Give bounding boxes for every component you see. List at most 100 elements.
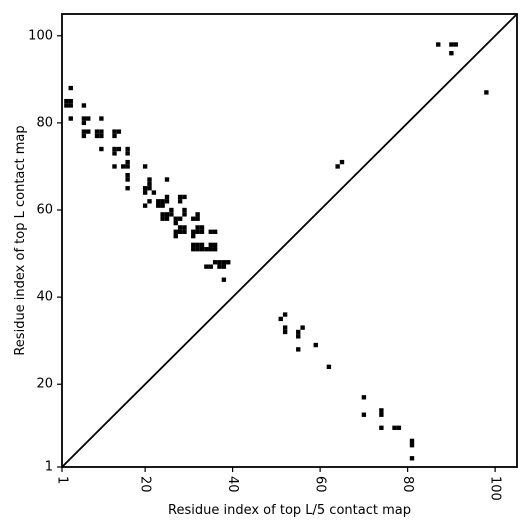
contact-point-top-l bbox=[156, 203, 161, 208]
x-tick-label: 20 bbox=[138, 476, 153, 493]
contact-point-top-l bbox=[221, 260, 227, 265]
contact-point-top-l bbox=[217, 264, 222, 269]
contact-point-top-l bbox=[195, 212, 200, 217]
contact-point-top-l bbox=[116, 146, 122, 152]
contact-point-top-l5 bbox=[282, 312, 288, 317]
contact-point-top-l bbox=[199, 247, 205, 252]
contact-point-top-l bbox=[212, 229, 218, 234]
contact-point-top-l5 bbox=[278, 316, 283, 322]
contact-point-top-l bbox=[68, 85, 73, 91]
contact-point-top-l bbox=[212, 260, 218, 265]
contact-point-top-l bbox=[449, 51, 454, 56]
contact-point-top-l bbox=[212, 242, 218, 248]
contact-point-top-l bbox=[195, 247, 200, 252]
contact-point-top-l bbox=[116, 129, 122, 134]
contact-point-top-l bbox=[99, 129, 104, 134]
contact-point-top-l bbox=[208, 264, 213, 269]
contact-point-top-l bbox=[86, 116, 91, 121]
contact-point-top-l bbox=[199, 229, 205, 234]
y-tick-label: 1 bbox=[45, 460, 53, 475]
contact-point-top-l bbox=[160, 212, 165, 217]
contact-point-top-l bbox=[164, 194, 170, 200]
x-tick-label: 40 bbox=[225, 476, 240, 493]
contact-point-top-l bbox=[164, 216, 170, 221]
contact-point-top-l5 bbox=[282, 325, 288, 330]
contact-point-top-l5 bbox=[300, 325, 305, 330]
contact-point-top-l bbox=[195, 229, 200, 234]
contact-point-top-l bbox=[164, 177, 170, 182]
contact-point-top-l bbox=[173, 229, 178, 234]
contact-point-top-l bbox=[173, 220, 178, 226]
contact-point-top-l5 bbox=[361, 412, 367, 417]
contact-point-top-l bbox=[212, 247, 218, 252]
contact-point-top-l bbox=[68, 103, 73, 108]
contact-point-top-l bbox=[191, 216, 196, 221]
contact-point-top-l bbox=[94, 129, 100, 134]
contact-point-top-l bbox=[160, 216, 165, 221]
contact-point-top-l bbox=[125, 159, 130, 165]
contact-point-top-l bbox=[191, 247, 196, 252]
contact-point-top-l5 bbox=[313, 342, 318, 348]
contact-point-top-l bbox=[160, 203, 165, 208]
contact-point-top-l bbox=[449, 42, 454, 47]
contact-point-top-l bbox=[147, 181, 152, 187]
contact-point-top-l bbox=[177, 229, 183, 234]
contact-point-top-l5 bbox=[392, 425, 397, 430]
x-tick-label: 100 bbox=[488, 476, 503, 501]
contact-point-top-l bbox=[81, 129, 87, 134]
contact-point-top-l bbox=[68, 98, 73, 104]
contact-point-top-l bbox=[199, 242, 205, 248]
contact-point-top-l bbox=[221, 264, 227, 269]
contact-point-top-l5 bbox=[379, 408, 384, 413]
y-tick-label: 60 bbox=[36, 203, 53, 218]
contact-point-top-l5 bbox=[296, 347, 301, 352]
contact-point-top-l bbox=[142, 190, 148, 195]
contact-point-top-l bbox=[112, 164, 117, 169]
contact-point-top-l bbox=[86, 129, 91, 134]
contact-point-top-l bbox=[226, 260, 231, 265]
contact-point-top-l bbox=[191, 229, 196, 234]
contact-point-top-l bbox=[112, 146, 117, 152]
contact-point-top-l bbox=[142, 164, 148, 169]
y-tick-label: 40 bbox=[36, 290, 53, 305]
contact-point-top-l bbox=[208, 247, 213, 252]
contact-point-top-l5 bbox=[409, 456, 415, 461]
y-tick-label: 80 bbox=[36, 115, 53, 130]
contact-point-top-l bbox=[173, 216, 178, 221]
contact-point-top-l bbox=[112, 129, 117, 134]
contact-point-top-l bbox=[191, 233, 196, 239]
contact-point-top-l bbox=[147, 186, 152, 191]
contact-point-top-l5 bbox=[379, 425, 384, 430]
contact-point-top-l5 bbox=[282, 329, 288, 335]
contact-point-top-l bbox=[147, 177, 152, 182]
contact-point-top-l bbox=[204, 264, 209, 269]
contact-point-top-l bbox=[64, 98, 69, 104]
contact-point-top-l bbox=[208, 242, 213, 248]
contact-point-top-l bbox=[182, 207, 187, 213]
contact-point-top-l bbox=[81, 120, 87, 126]
contact-point-top-l bbox=[121, 164, 126, 169]
contact-point-top-l bbox=[436, 42, 441, 47]
contact-point-top-l5 bbox=[296, 329, 301, 335]
contact-point-top-l5 bbox=[296, 334, 301, 339]
contact-point-top-l bbox=[125, 172, 130, 178]
contact-point-top-l bbox=[64, 103, 69, 108]
contact-point-top-l bbox=[160, 199, 165, 204]
x-tick-label: 60 bbox=[313, 476, 328, 493]
x-tick-label: 1 bbox=[55, 476, 70, 484]
x-axis-ticks: 1 20 40 60 80 100 bbox=[55, 467, 503, 501]
contact-point-top-l bbox=[156, 199, 161, 204]
contact-point-top-l bbox=[151, 190, 157, 195]
diagonal-line bbox=[61, 13, 518, 468]
contact-point-top-l bbox=[81, 116, 87, 121]
contact-point-top-l bbox=[112, 133, 117, 139]
contact-point-top-l bbox=[142, 186, 148, 191]
contact-point-top-l bbox=[177, 225, 183, 230]
contact-point-top-l bbox=[182, 212, 187, 217]
contact-point-top-l5 bbox=[361, 395, 367, 400]
y-tick-label: 100 bbox=[28, 28, 53, 43]
contact-point-top-l bbox=[339, 159, 345, 165]
contact-point-top-l bbox=[169, 212, 174, 217]
contact-point-top-l5 bbox=[379, 412, 384, 417]
